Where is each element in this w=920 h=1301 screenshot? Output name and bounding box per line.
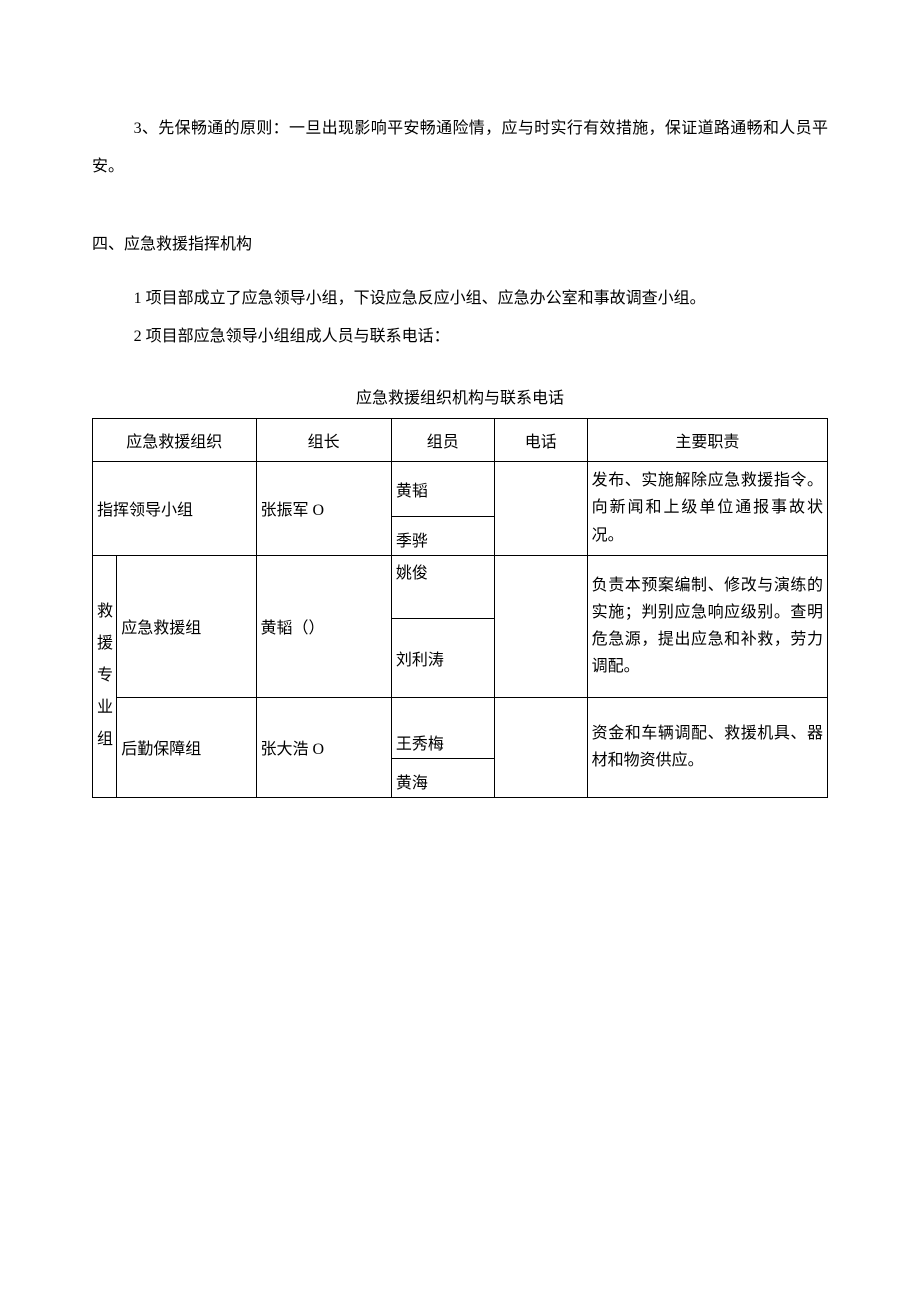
cell-member-2b: 刘利涛: [391, 618, 494, 697]
table-row: 后勤保障组 张大浩 O 王秀梅 资金和车辆调配、救援机具、器材和物资供应。: [93, 697, 828, 758]
org-table: 应急救援组织 组长 组员 电话 主要职责 指挥领导小组 张振军 O 黄韬 发布、…: [92, 418, 828, 798]
cell-member-1b: 季骅: [391, 516, 494, 555]
th-phone: 电话: [494, 418, 587, 461]
cell-org-2: 应急救援组: [117, 555, 256, 697]
document-page: 3、先保畅通的原则：一旦出现影响平安畅通险情，应与时实行有效措施，保证道路通畅和…: [0, 0, 920, 858]
th-org: 应急救援组织: [93, 418, 257, 461]
table-header-row: 应急救援组织 组长 组员 电话 主要职责: [93, 418, 828, 461]
cell-phone-1: [494, 461, 587, 555]
table-row: 救援专业组 应急救援组 黄韬（） 姚俊 负责本预案编制、修改与演练的实施；判别应…: [93, 555, 828, 618]
cell-duty-3: 资金和车辆调配、救援机具、器材和物资供应。: [587, 697, 827, 797]
paragraph-principle-3: 3、先保畅通的原则：一旦出现影响平安畅通险情，应与时实行有效措施，保证道路通畅和…: [92, 110, 828, 187]
cell-org-1: 指挥领导小组: [93, 461, 257, 555]
cell-vertical-label: 救援专业组: [93, 555, 117, 797]
cell-member-3a: 王秀梅: [391, 697, 494, 758]
cell-leader-1: 张振军 O: [256, 461, 391, 555]
cell-duty-2: 负责本预案编制、修改与演练的实施；判别应急响应级别。查明危急源，提出应急和补救，…: [587, 555, 827, 697]
cell-member-2a-text: 姚俊: [396, 565, 428, 582]
cell-org-3: 后勤保障组: [117, 697, 256, 797]
cell-member-1a: 黄韬: [391, 461, 494, 516]
section-heading-4: 四、应急救援指挥机构: [92, 227, 828, 262]
table-caption: 应急救援组织机构与联系电话: [92, 385, 828, 414]
cell-phone-2: [494, 555, 587, 697]
th-member: 组员: [391, 418, 494, 461]
cell-duty-1: 发布、实施解除应急救援指令。向新闻和上级单位通报事故状况。: [587, 461, 827, 555]
th-leader: 组长: [256, 418, 391, 461]
cell-member-3b: 黄海: [391, 758, 494, 797]
cell-leader-3: 张大浩 O: [256, 697, 391, 797]
cell-leader-2: 黄韬（）: [256, 555, 391, 697]
cell-phone-3: [494, 697, 587, 797]
table-row: 指挥领导小组 张振军 O 黄韬 发布、实施解除应急救援指令。向新闻和上级单位通报…: [93, 461, 828, 516]
item-4-1: 1 项目部成立了应急领导小组，下设应急反应小组、应急办公室和事故调查小组。: [92, 280, 828, 318]
th-duty: 主要职责: [587, 418, 827, 461]
cell-member-2a: 姚俊: [391, 555, 494, 618]
item-4-2: 2 项目部应急领导小组组成人员与联系电话：: [92, 318, 828, 356]
